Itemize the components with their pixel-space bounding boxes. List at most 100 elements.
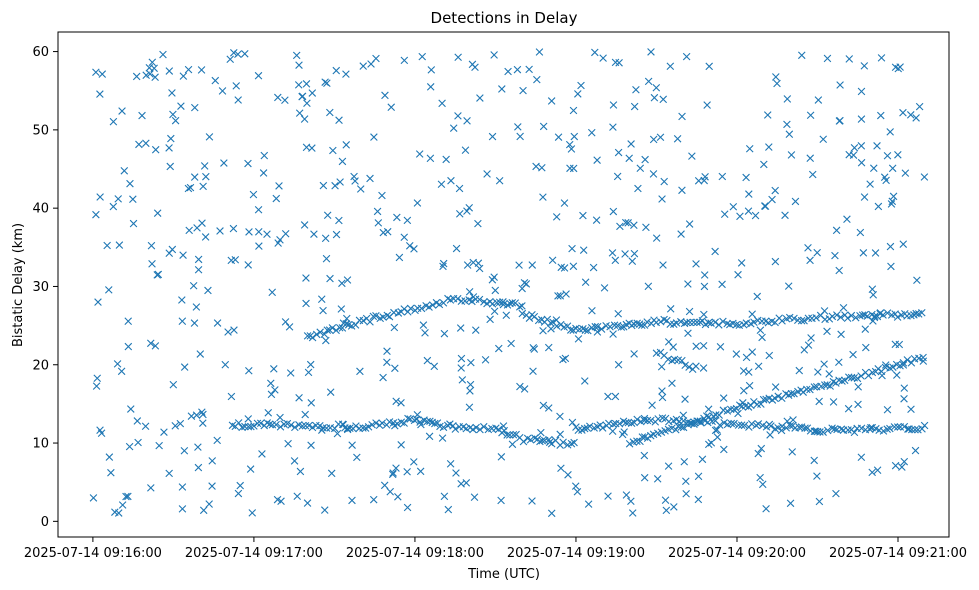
detection-point [508, 299, 517, 307]
detection-point [270, 365, 278, 373]
detection-point [254, 205, 263, 214]
detection-point [369, 312, 378, 321]
detection-point [458, 376, 467, 384]
detection-point [552, 213, 561, 221]
detection-point [683, 318, 691, 327]
detection-point [641, 155, 649, 164]
detection-point [302, 274, 310, 282]
detection-point [250, 422, 258, 430]
detection-point [204, 286, 212, 295]
detection-point [829, 398, 838, 406]
detection-point [765, 143, 773, 151]
detection-point [199, 410, 207, 419]
detection-point [886, 242, 895, 251]
detection-point [328, 324, 337, 332]
detection-point [404, 414, 412, 423]
detection-point [454, 53, 462, 62]
detection-point [753, 400, 762, 409]
detection-point [659, 261, 667, 269]
detection-point [290, 457, 299, 465]
detection-point [856, 228, 865, 237]
detection-point [696, 417, 705, 425]
x-tick-label: 2025-07-14 09:19:00 [507, 546, 645, 561]
detection-point [539, 401, 548, 410]
detection-point [194, 443, 202, 451]
detection-point [417, 304, 426, 313]
detection-point [758, 333, 766, 342]
detection-point [823, 426, 832, 435]
detection-point [426, 83, 435, 91]
detection-point [304, 368, 313, 377]
detection-point [418, 52, 427, 61]
detection-point [366, 174, 374, 183]
detection-point [481, 356, 490, 364]
detection-point [656, 133, 665, 142]
detection-point [234, 419, 243, 427]
detection-point [795, 366, 804, 375]
detection-point [391, 421, 399, 430]
detection-point [894, 151, 902, 159]
detection-point [826, 382, 834, 390]
detection-point [439, 423, 448, 432]
detection-point [463, 261, 472, 269]
detection-point [431, 419, 439, 428]
detection-point [556, 412, 564, 421]
detection-point [272, 420, 280, 429]
detection-point [711, 426, 720, 435]
detection-point [519, 437, 528, 446]
detection-point [912, 114, 920, 122]
detection-point [820, 307, 829, 315]
detection-point [806, 111, 815, 120]
detection-point [433, 419, 442, 427]
x-tick-label: 2025-07-14 09:16:00 [24, 546, 162, 561]
detection-point [883, 151, 892, 160]
detection-point [823, 54, 832, 63]
detection-point [413, 199, 422, 207]
detection-point [759, 395, 768, 404]
detection-point [588, 306, 596, 315]
detection-point [858, 311, 867, 319]
detection-point [734, 421, 743, 429]
detection-point [132, 72, 141, 81]
detection-point [857, 372, 865, 380]
detection-point [889, 363, 897, 371]
detection-point [176, 419, 185, 428]
detection-point [153, 271, 162, 279]
detection-point [117, 367, 126, 376]
detection-point [230, 326, 238, 334]
detection-point [265, 420, 274, 428]
detection-point [428, 301, 437, 309]
detection-point [438, 434, 447, 442]
detection-point [386, 487, 394, 496]
detection-point [860, 62, 869, 70]
detection-point [307, 441, 315, 450]
detection-point [192, 303, 201, 311]
detection-point [786, 499, 795, 508]
detection-point [797, 51, 806, 60]
detection-point [679, 423, 688, 432]
detection-point [468, 297, 476, 306]
detection-point [898, 463, 906, 471]
detection-point [165, 67, 174, 75]
detection-point [783, 417, 792, 426]
detection-point [677, 317, 685, 326]
detection-point [560, 199, 569, 207]
detection-point [416, 418, 424, 426]
detection-point [833, 311, 841, 319]
y-tick-label: 50 [32, 123, 49, 138]
detection-point [539, 326, 547, 335]
detection-point [581, 326, 590, 334]
detection-point [836, 313, 845, 322]
detection-point [730, 419, 738, 428]
detection-point [456, 324, 465, 332]
detection-point [507, 339, 515, 348]
detection-point [866, 180, 874, 188]
detection-point [835, 117, 844, 125]
detection-point [359, 62, 368, 70]
detection-point [457, 479, 465, 488]
detection-point [678, 112, 686, 121]
detection-point [247, 422, 255, 431]
detection-point [561, 354, 570, 363]
detection-point [713, 426, 721, 434]
detection-point [845, 55, 854, 63]
